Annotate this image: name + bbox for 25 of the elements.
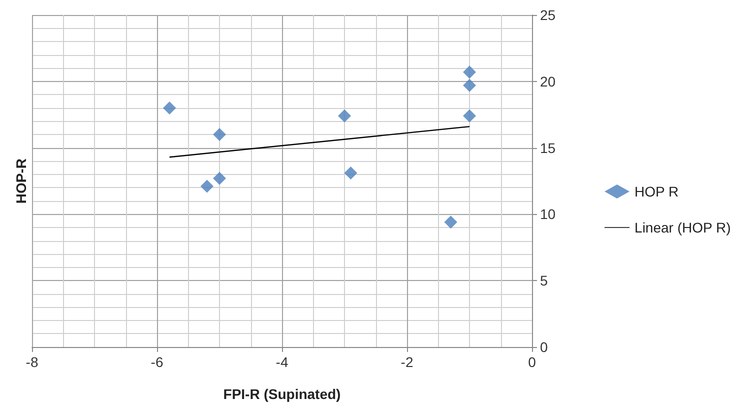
y-tick-label: 15 bbox=[540, 140, 556, 156]
x-tick-label: -2 bbox=[400, 354, 414, 370]
point bbox=[444, 216, 458, 229]
x-axis-title: FPI-R (Supinated) bbox=[223, 386, 341, 402]
point bbox=[213, 128, 226, 142]
y-tick-label: 20 bbox=[540, 73, 556, 90]
point bbox=[344, 166, 358, 180]
y-tick-label: 5 bbox=[540, 272, 548, 289]
point bbox=[200, 180, 214, 193]
point bbox=[463, 66, 476, 79]
point bbox=[463, 109, 476, 122]
y-tick-label: 10 bbox=[540, 206, 556, 222]
point bbox=[163, 101, 176, 114]
x-tick-label: -4 bbox=[276, 354, 288, 370]
point bbox=[213, 172, 226, 185]
y-tick-label: 0 bbox=[540, 339, 548, 355]
y-axis-title: HOP-R bbox=[13, 158, 29, 204]
x-tick-label: -8 bbox=[26, 354, 38, 370]
legend-label: Linear (HOP R) bbox=[634, 220, 731, 236]
x-tick-label: -6 bbox=[150, 354, 164, 370]
point bbox=[338, 109, 351, 122]
point bbox=[463, 78, 476, 92]
y-tick-label: 25 bbox=[540, 7, 556, 23]
x-tick-label: 0 bbox=[528, 354, 536, 370]
legend-label: HOP R bbox=[634, 184, 679, 200]
